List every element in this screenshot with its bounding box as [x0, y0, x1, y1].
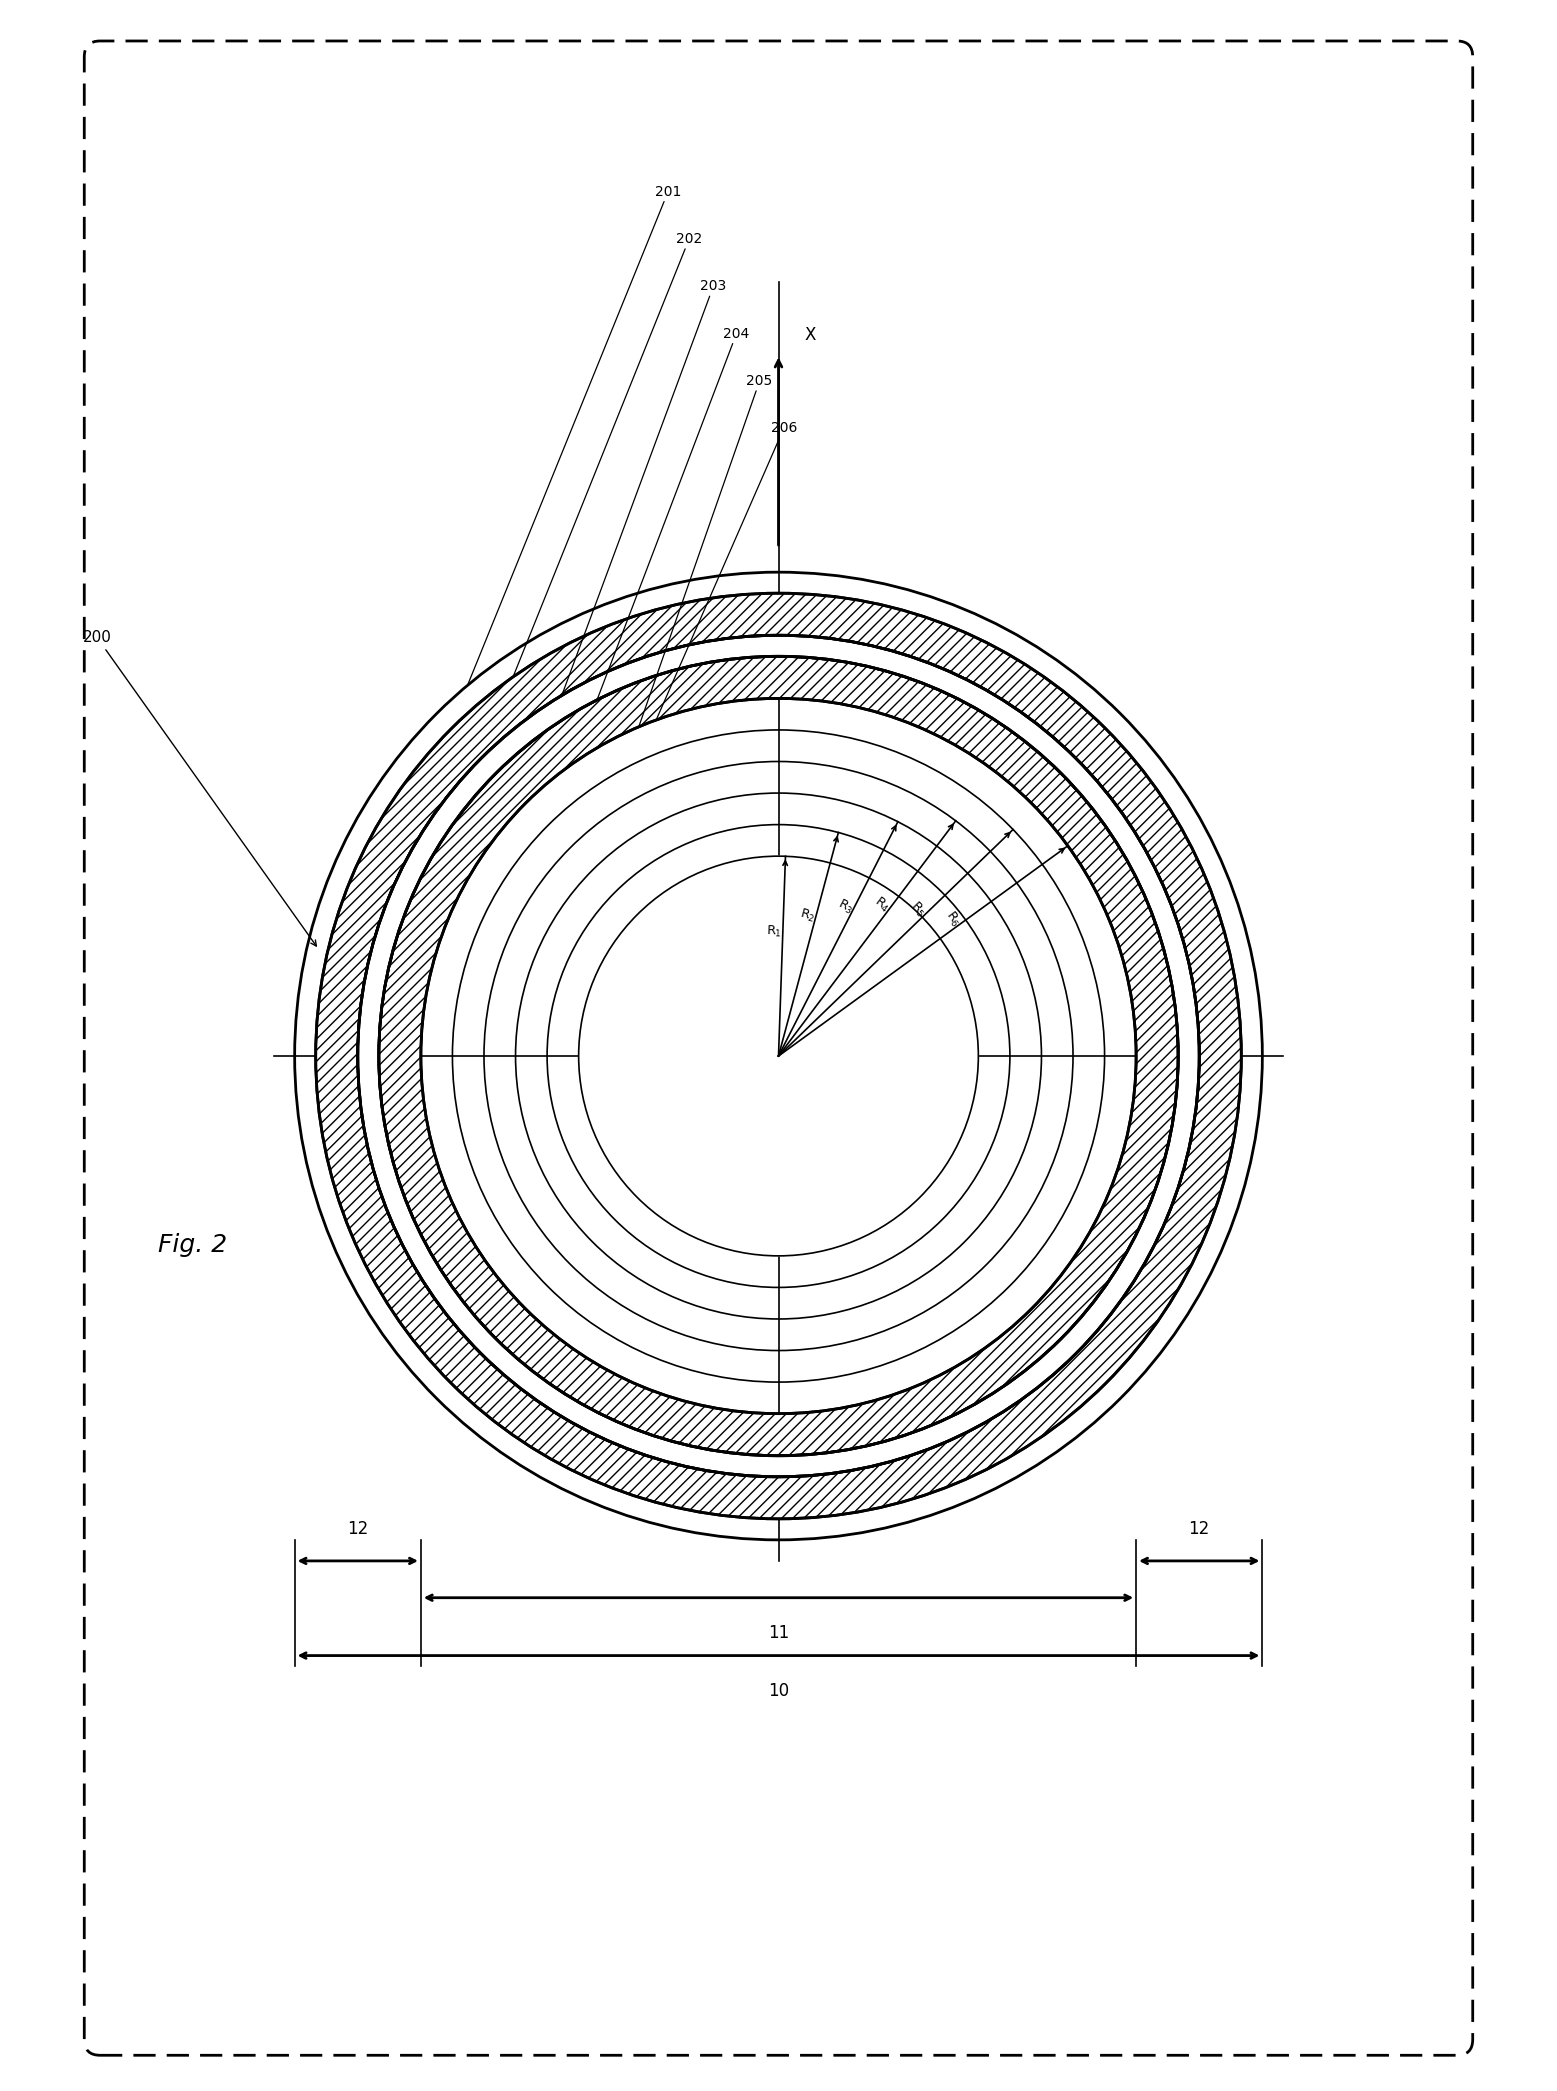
Text: R$_2$: R$_2$ — [799, 905, 817, 924]
Text: 206: 206 — [657, 422, 797, 719]
Text: R$_3$: R$_3$ — [835, 897, 855, 918]
Text: 203: 203 — [562, 280, 727, 694]
Text: 11: 11 — [768, 1625, 789, 1641]
Text: 10: 10 — [768, 1681, 789, 1700]
Text: 204: 204 — [598, 326, 749, 698]
Text: R$_6$: R$_6$ — [942, 907, 964, 930]
Text: 200: 200 — [83, 629, 316, 945]
Text: R$_1$: R$_1$ — [766, 924, 783, 939]
Text: 201: 201 — [469, 184, 682, 684]
Text: 12: 12 — [347, 1520, 369, 1537]
Text: 202: 202 — [514, 232, 702, 675]
Text: R$_4$: R$_4$ — [870, 895, 892, 916]
Circle shape — [579, 855, 978, 1257]
Text: 205: 205 — [640, 374, 772, 726]
Text: Fig. 2: Fig. 2 — [157, 1234, 227, 1257]
Text: X: X — [805, 326, 816, 343]
Text: 12: 12 — [1188, 1520, 1210, 1537]
Text: R$_5$: R$_5$ — [908, 899, 930, 920]
